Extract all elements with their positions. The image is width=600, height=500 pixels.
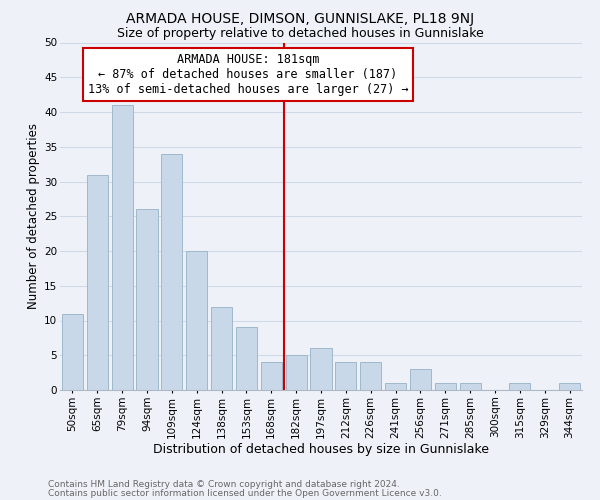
Text: Size of property relative to detached houses in Gunnislake: Size of property relative to detached ho… bbox=[116, 28, 484, 40]
Bar bbox=[335, 362, 356, 390]
Text: Contains HM Land Registry data © Crown copyright and database right 2024.: Contains HM Land Registry data © Crown c… bbox=[48, 480, 400, 489]
Bar bbox=[435, 383, 456, 390]
Bar bbox=[211, 306, 232, 390]
Bar bbox=[136, 210, 158, 390]
Bar bbox=[236, 328, 257, 390]
Text: ARMADA HOUSE: 181sqm
← 87% of detached houses are smaller (187)
13% of semi-deta: ARMADA HOUSE: 181sqm ← 87% of detached h… bbox=[88, 53, 408, 96]
Bar bbox=[385, 383, 406, 390]
Y-axis label: Number of detached properties: Number of detached properties bbox=[27, 123, 40, 309]
Bar bbox=[310, 348, 332, 390]
Bar bbox=[261, 362, 282, 390]
Bar bbox=[87, 174, 108, 390]
Bar bbox=[509, 383, 530, 390]
Bar bbox=[112, 105, 133, 390]
Bar bbox=[559, 383, 580, 390]
Text: Contains public sector information licensed under the Open Government Licence v3: Contains public sector information licen… bbox=[48, 488, 442, 498]
X-axis label: Distribution of detached houses by size in Gunnislake: Distribution of detached houses by size … bbox=[153, 443, 489, 456]
Bar bbox=[186, 251, 207, 390]
Bar bbox=[161, 154, 182, 390]
Bar bbox=[62, 314, 83, 390]
Bar bbox=[410, 369, 431, 390]
Bar bbox=[360, 362, 381, 390]
Text: ARMADA HOUSE, DIMSON, GUNNISLAKE, PL18 9NJ: ARMADA HOUSE, DIMSON, GUNNISLAKE, PL18 9… bbox=[126, 12, 474, 26]
Bar bbox=[460, 383, 481, 390]
Bar bbox=[286, 355, 307, 390]
